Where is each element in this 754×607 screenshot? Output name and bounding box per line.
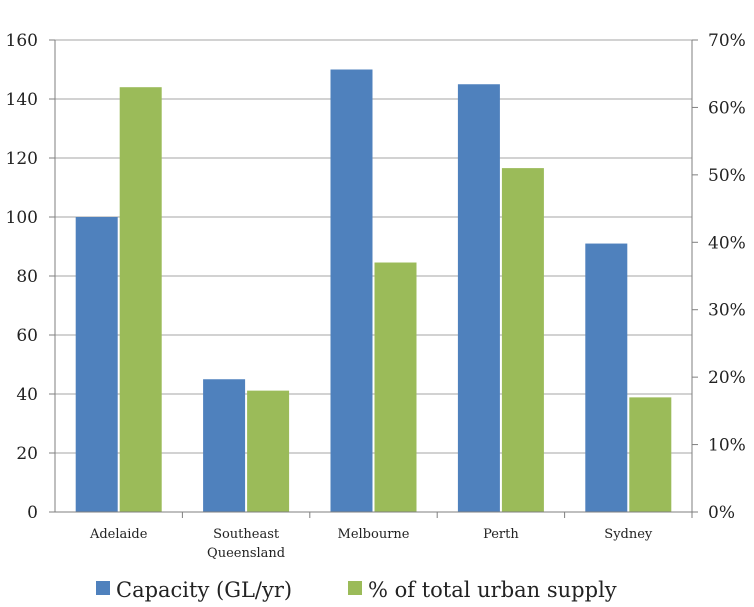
legend-capacity-label: Capacity (GL/yr) [116, 578, 292, 602]
left-tick-label: 60 [16, 326, 38, 346]
right-tick-label: 0% [708, 503, 735, 523]
urban-supply-bar [374, 262, 417, 512]
right-tick-label: 50% [708, 166, 746, 186]
legend-urban-supply-label: % of total urban supply [368, 578, 617, 602]
right-tick-label: 70% [708, 31, 746, 51]
capacity-bar [75, 217, 118, 512]
right-tick-label: 40% [708, 233, 746, 253]
right-tick-label: 60% [708, 98, 746, 118]
left-tick-label: 0 [27, 503, 38, 523]
right-tick-label: 30% [708, 301, 746, 321]
left-tick-label: 160 [6, 31, 38, 51]
urban-supply-bar [501, 168, 544, 512]
category-label: Perth [483, 527, 519, 542]
left-axis-ticks: 0 20 40 60 80 100 120 140 160 [6, 31, 55, 523]
category-label: Southeast Queensland [207, 527, 285, 561]
capacity-bar [203, 379, 246, 512]
urban-supply-bar [119, 87, 162, 512]
right-tick-label: 10% [708, 436, 746, 456]
urban-supply-bar [629, 397, 672, 512]
left-tick-label: 100 [6, 208, 38, 228]
category-labels: Adelaide Southeast Queensland Melbourne Pert… [89, 527, 653, 561]
category-label: Melbourne [338, 527, 410, 542]
left-tick-label: 140 [6, 90, 38, 110]
category-label: Sydney [604, 527, 653, 542]
left-tick-label: 40 [16, 385, 38, 405]
legend: Capacity (GL/yr) % of total urban supply [96, 578, 617, 602]
capacity-bar [330, 69, 373, 512]
left-tick-label: 80 [16, 267, 38, 287]
left-tick-label: 20 [16, 444, 38, 464]
right-axis-ticks: 0% 10% 20% 30% 40% 50% 60% 70% [692, 31, 746, 523]
category-label: Adelaide [89, 527, 148, 542]
capacity-bar [585, 243, 628, 513]
right-tick-label: 20% [708, 368, 746, 388]
left-tick-label: 120 [6, 149, 38, 169]
urban-supply-bar [247, 390, 290, 512]
legend-urban-supply-swatch [348, 581, 362, 595]
bars [75, 69, 672, 513]
legend-capacity-swatch [96, 581, 110, 595]
capacity-bar [457, 84, 500, 512]
